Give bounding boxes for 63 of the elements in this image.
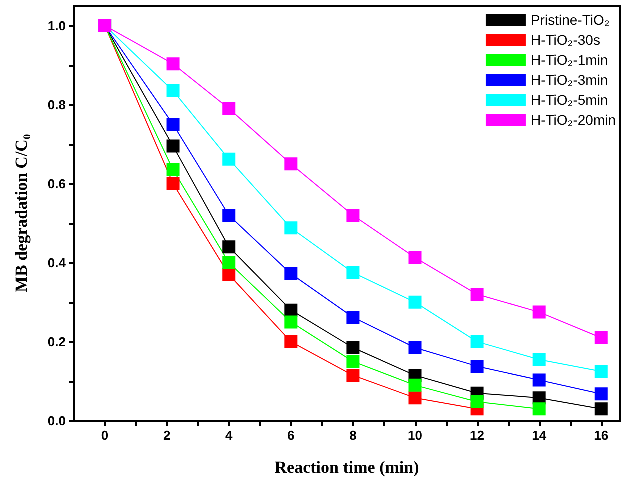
point <box>166 58 180 71</box>
point <box>408 296 422 309</box>
point <box>594 388 608 401</box>
point <box>594 332 608 344</box>
point <box>284 316 298 329</box>
point <box>408 392 422 405</box>
x-tick-label: 12 <box>470 428 485 443</box>
x-axis-title: Reaction time (min) <box>274 458 420 477</box>
point <box>222 152 236 166</box>
point <box>532 353 546 366</box>
point <box>346 355 360 368</box>
point <box>346 369 360 382</box>
point <box>408 378 422 392</box>
point <box>222 256 236 270</box>
point <box>346 266 360 280</box>
x-tick-label: 8 <box>350 428 357 443</box>
point <box>408 251 422 264</box>
point <box>470 335 484 348</box>
point <box>166 177 180 190</box>
point <box>222 268 236 282</box>
y-tick-label: 0.6 <box>48 176 66 192</box>
point <box>166 140 180 153</box>
point <box>470 288 484 302</box>
point <box>532 306 546 319</box>
x-tick-label: 6 <box>288 428 295 443</box>
point <box>222 208 236 222</box>
point <box>284 158 298 171</box>
point <box>222 240 236 254</box>
point <box>346 341 360 354</box>
x-tick-label: 10 <box>408 428 422 443</box>
point <box>470 396 484 409</box>
legend-label: Pristine-TiO₂ <box>530 12 610 28</box>
legend-label: H-TiO₂-20min <box>530 112 616 128</box>
x-tick-label: 0 <box>101 428 109 443</box>
legend-label: H-TiO₂-3min <box>530 72 608 88</box>
point <box>594 402 608 416</box>
point <box>166 84 180 98</box>
y-tick-label: 1.0 <box>48 18 66 34</box>
legend-label: H-TiO₂-30s <box>530 32 600 48</box>
point <box>284 335 298 348</box>
x-tick-label: 14 <box>532 428 548 443</box>
y-axis-title: MB degradation C/C₀ <box>12 134 31 293</box>
point <box>594 365 608 378</box>
point <box>346 208 360 222</box>
y-tick-label: 0.4 <box>48 255 67 270</box>
x-tick-label: 16 <box>594 428 609 443</box>
point <box>166 164 180 177</box>
point <box>532 374 546 387</box>
y-tick-label: 0.8 <box>48 97 66 112</box>
y-tick-label: 0.2 <box>48 334 66 350</box>
y-tick-label: 0.0 <box>48 414 66 428</box>
x-tick-label: 2 <box>163 428 171 443</box>
point <box>532 402 546 416</box>
point <box>222 102 236 116</box>
point <box>470 360 484 373</box>
legend-label: H-TiO₂-1min <box>530 52 608 68</box>
point <box>284 222 298 235</box>
point <box>166 118 180 132</box>
point <box>346 310 360 324</box>
x-tick-label: 4 <box>225 428 234 443</box>
point <box>408 341 422 354</box>
point <box>284 267 298 280</box>
legend-label: H-TiO₂-5min <box>530 92 608 108</box>
